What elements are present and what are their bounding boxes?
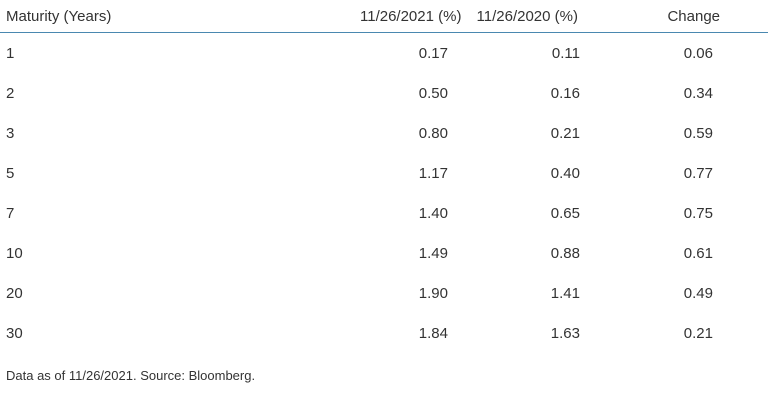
cell-yield-2021: 0.50 (418, 84, 448, 102)
table-row: 5 1.17 0.40 0.77 (0, 153, 768, 193)
cell-yield-2020: 0.21 (550, 124, 580, 142)
cell-yield-2020: 0.11 (551, 44, 580, 62)
cell-maturity: 10 (6, 244, 23, 262)
cell-change: 0.77 (683, 164, 713, 182)
cell-change: 0.49 (683, 284, 713, 302)
table-row: 3 0.80 0.21 0.59 (0, 113, 768, 153)
cell-yield-2020: 0.40 (550, 164, 580, 182)
header-row: Maturity (Years) 11/26/2021 (%) 11/26/20… (0, 0, 768, 33)
cell-maturity: 20 (6, 284, 23, 302)
source-footnote: Data as of 11/26/2021. Source: Bloomberg… (6, 368, 256, 383)
cell-maturity: 7 (6, 204, 15, 222)
cell-change: 0.75 (683, 204, 713, 222)
cell-yield-2020: 1.63 (550, 324, 580, 342)
table-header: Maturity (Years) 11/26/2021 (%) 11/26/20… (0, 0, 768, 33)
header-date-2021: 11/26/2021 (%) (360, 0, 461, 33)
cell-yield-2020: 0.65 (550, 204, 580, 222)
cell-maturity: 30 (6, 324, 23, 342)
header-maturity: Maturity (Years) (0, 0, 360, 33)
cell-change: 0.21 (683, 324, 713, 342)
table-row: 1 0.17 0.11 0.06 (0, 33, 768, 74)
cell-yield-2020: 0.88 (550, 244, 580, 262)
cell-yield-2021: 1.17 (418, 164, 448, 182)
header-change: Change (580, 0, 768, 33)
cell-maturity: 3 (6, 124, 15, 142)
table-row: 20 1.90 1.41 0.49 (0, 273, 768, 313)
cell-yield-2021: 0.17 (418, 44, 448, 62)
cell-change: 0.61 (683, 244, 713, 262)
table-row: 10 1.49 0.88 0.61 (0, 233, 768, 273)
cell-yield-2021: 1.90 (418, 284, 448, 302)
cell-maturity: 1 (6, 44, 15, 62)
cell-maturity: 5 (6, 164, 15, 182)
cell-maturity: 2 (6, 84, 15, 102)
table-row: 7 1.40 0.65 0.75 (0, 193, 768, 233)
yield-table: Maturity (Years) 11/26/2021 (%) 11/26/20… (0, 0, 768, 354)
cell-yield-2020: 0.16 (550, 84, 580, 102)
cell-yield-2021: 1.84 (418, 324, 448, 342)
table-row: 2 0.50 0.16 0.34 (0, 73, 768, 113)
cell-yield-2021: 1.40 (418, 204, 448, 222)
cell-change: 0.59 (683, 124, 713, 142)
cell-yield-2021: 1.49 (418, 244, 448, 262)
cell-yield-2020: 1.41 (550, 284, 580, 302)
table-row: 30 1.84 1.63 0.21 (0, 313, 768, 353)
table-body: 1 0.17 0.11 0.06 2 0.50 0.16 0.34 3 0.80… (0, 33, 768, 354)
cell-yield-2021: 0.80 (418, 124, 448, 142)
cell-change: 0.06 (683, 44, 713, 62)
cell-change: 0.34 (683, 84, 713, 102)
header-date-2020: 11/26/2020 (%) (450, 0, 580, 33)
